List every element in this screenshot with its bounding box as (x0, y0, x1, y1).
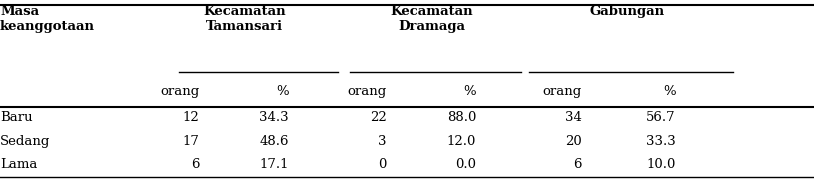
Text: %: % (663, 85, 676, 98)
Text: orang: orang (348, 85, 387, 98)
Text: Kecamatan
Dramaga: Kecamatan Dramaga (390, 5, 473, 33)
Text: Sedang: Sedang (0, 135, 50, 148)
Text: 6: 6 (191, 158, 199, 171)
Text: Masa
keanggotaan: Masa keanggotaan (0, 5, 95, 33)
Text: 88.0: 88.0 (447, 111, 476, 124)
Text: 17: 17 (182, 135, 199, 148)
Text: 33.3: 33.3 (646, 135, 676, 148)
Text: Gabungan: Gabungan (589, 5, 664, 18)
Text: 12.0: 12.0 (447, 135, 476, 148)
Text: 0.0: 0.0 (455, 158, 476, 171)
Text: 22: 22 (370, 111, 387, 124)
Text: 6: 6 (574, 158, 582, 171)
Text: 56.7: 56.7 (646, 111, 676, 124)
Text: 17.1: 17.1 (260, 158, 289, 171)
Text: 34: 34 (565, 111, 582, 124)
Text: %: % (463, 85, 476, 98)
Text: %: % (276, 85, 289, 98)
Text: Kecamatan
Tamansari: Kecamatan Tamansari (203, 5, 286, 33)
Text: 48.6: 48.6 (260, 135, 289, 148)
Text: orang: orang (543, 85, 582, 98)
Text: 10.0: 10.0 (646, 158, 676, 171)
Text: 34.3: 34.3 (260, 111, 289, 124)
Text: Lama: Lama (0, 158, 37, 171)
Text: orang: orang (160, 85, 199, 98)
Text: Baru: Baru (0, 111, 33, 124)
Text: 20: 20 (565, 135, 582, 148)
Text: 12: 12 (182, 111, 199, 124)
Text: 3: 3 (379, 135, 387, 148)
Text: 0: 0 (379, 158, 387, 171)
